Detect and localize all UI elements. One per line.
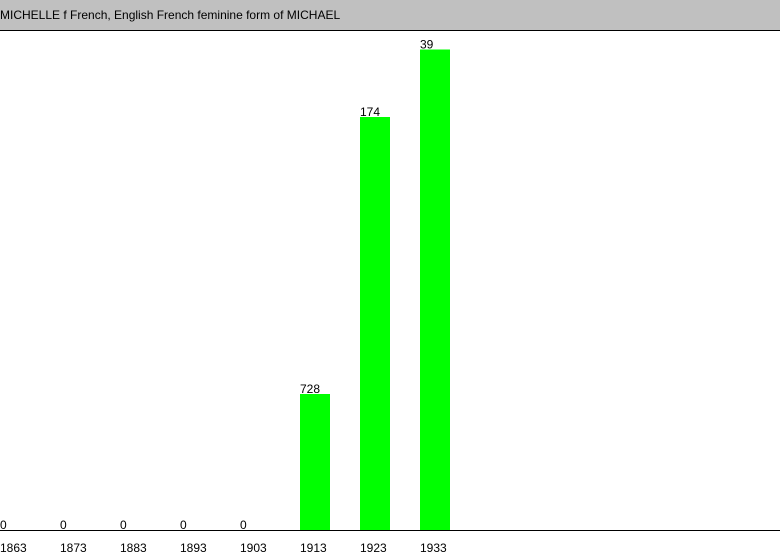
header-bar <box>0 0 780 30</box>
value-label: 174 <box>360 105 380 119</box>
x-tick-label: 1923 <box>360 541 387 555</box>
value-label: 0 <box>180 518 187 532</box>
chart-title: MICHELLE f French, English French femini… <box>0 8 340 22</box>
bar <box>360 117 390 530</box>
bar <box>420 49 450 530</box>
x-tick-label: 1933 <box>420 541 447 555</box>
x-tick-label: 1883 <box>120 541 147 555</box>
x-tick-label: 1903 <box>240 541 267 555</box>
bar <box>300 394 330 530</box>
value-label: 0 <box>240 518 247 532</box>
value-label: 728 <box>300 382 320 396</box>
x-tick-label: 1913 <box>300 541 327 555</box>
value-label: 39 <box>420 38 434 52</box>
value-label: 0 <box>0 518 7 532</box>
x-tick-label: 1873 <box>60 541 87 555</box>
value-label: 0 <box>120 518 127 532</box>
x-tick-label: 1863 <box>0 541 27 555</box>
value-label: 0 <box>60 518 67 532</box>
x-tick-label: 1893 <box>180 541 207 555</box>
